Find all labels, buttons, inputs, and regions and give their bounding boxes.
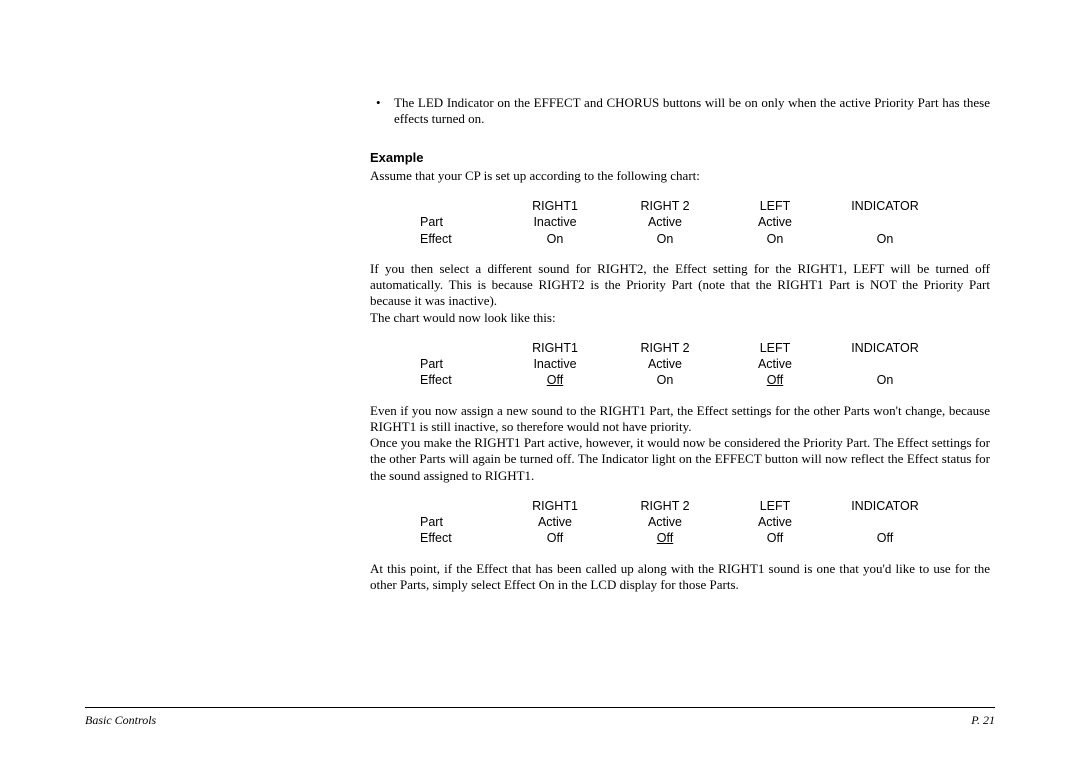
chart-cell [830,356,940,372]
chart-header-c3: LEFT [720,498,830,514]
bullet-text: The LED Indicator on the EFFECT and CHOR… [394,95,990,128]
footer-page-number: P. 21 [971,713,995,728]
paragraph-3: At this point, if the Effect that has be… [370,561,990,594]
chart-cell: Active [610,356,720,372]
chart-3: RIGHT1 RIGHT 2 LEFT INDICATOR Part Activ… [370,498,990,547]
chart-cell: Inactive [500,356,610,372]
chart-cell: Off [720,530,830,546]
chart-effect-row: Effect On On On On [370,231,990,247]
chart-cell: Active [610,214,720,230]
footer-section: Basic Controls [85,713,156,728]
chart-header-row: RIGHT1 RIGHT 2 LEFT INDICATOR [370,340,990,356]
chart-cell: Active [500,514,610,530]
chart-1: RIGHT1 RIGHT 2 LEFT INDICATOR Part Inact… [370,198,990,247]
chart-header-c4: INDICATOR [830,498,940,514]
chart-part-row: Part Inactive Active Active [370,356,990,372]
paragraph-1b: The chart would now look like this: [370,310,556,325]
chart-cell: On [500,231,610,247]
chart-cell: Inactive [500,214,610,230]
chart-header-c1: RIGHT1 [500,198,610,214]
chart-header-c1: RIGHT1 [500,498,610,514]
page: • The LED Indicator on the EFFECT and CH… [0,0,1080,764]
chart-header-c3: LEFT [720,340,830,356]
chart-row-label: Effect [370,231,500,247]
chart-header-blank [370,498,500,514]
chart-cell: Active [720,514,830,530]
chart-cell: On [830,231,940,247]
chart-cell: Off [830,530,940,546]
paragraph-2a: Even if you now assign a new sound to th… [370,403,990,434]
example-heading: Example [370,150,990,166]
chart-header-row: RIGHT1 RIGHT 2 LEFT INDICATOR [370,498,990,514]
chart-effect-row: Effect Off On Off On [370,372,990,388]
chart-part-row: Part Active Active Active [370,514,990,530]
chart-cell: Off [720,372,830,388]
chart-header-blank [370,198,500,214]
chart-header-c2: RIGHT 2 [610,498,720,514]
chart-effect-row: Effect Off Off Off Off [370,530,990,546]
chart-header-c4: INDICATOR [830,198,940,214]
chart-row-label: Part [370,356,500,372]
chart-header-c4: INDICATOR [830,340,940,356]
intro-paragraph: Assume that your CP is set up according … [370,168,990,184]
content-area: • The LED Indicator on the EFFECT and CH… [370,95,990,593]
paragraph-1a: If you then select a different sound for… [370,261,990,309]
bullet-marker: • [370,95,394,111]
chart-cell: On [610,372,720,388]
chart-header-c3: LEFT [720,198,830,214]
chart-header-row: RIGHT1 RIGHT 2 LEFT INDICATOR [370,198,990,214]
chart-cell: On [610,231,720,247]
chart-row-label: Part [370,214,500,230]
chart-row-label: Part [370,514,500,530]
chart-cell [830,514,940,530]
chart-header-c1: RIGHT1 [500,340,610,356]
chart-header-c2: RIGHT 2 [610,340,720,356]
paragraph-2: Even if you now assign a new sound to th… [370,403,990,484]
chart-cell: Off [610,530,720,546]
paragraph-1: If you then select a different sound for… [370,261,990,326]
chart-cell: On [830,372,940,388]
paragraph-2b: Once you make the RIGHT1 Part active, ho… [370,435,990,483]
chart-cell: Active [720,356,830,372]
chart-cell [830,214,940,230]
chart-cell: On [720,231,830,247]
chart-cell: Off [500,372,610,388]
chart-row-label: Effect [370,530,500,546]
bullet-item: • The LED Indicator on the EFFECT and CH… [370,95,990,128]
chart-part-row: Part Inactive Active Active [370,214,990,230]
chart-cell: Active [720,214,830,230]
chart-cell: Active [610,514,720,530]
chart-header-c2: RIGHT 2 [610,198,720,214]
chart-cell: Off [500,530,610,546]
chart-row-label: Effect [370,372,500,388]
chart-header-blank [370,340,500,356]
chart-2: RIGHT1 RIGHT 2 LEFT INDICATOR Part Inact… [370,340,990,389]
footer-rule [85,707,995,708]
